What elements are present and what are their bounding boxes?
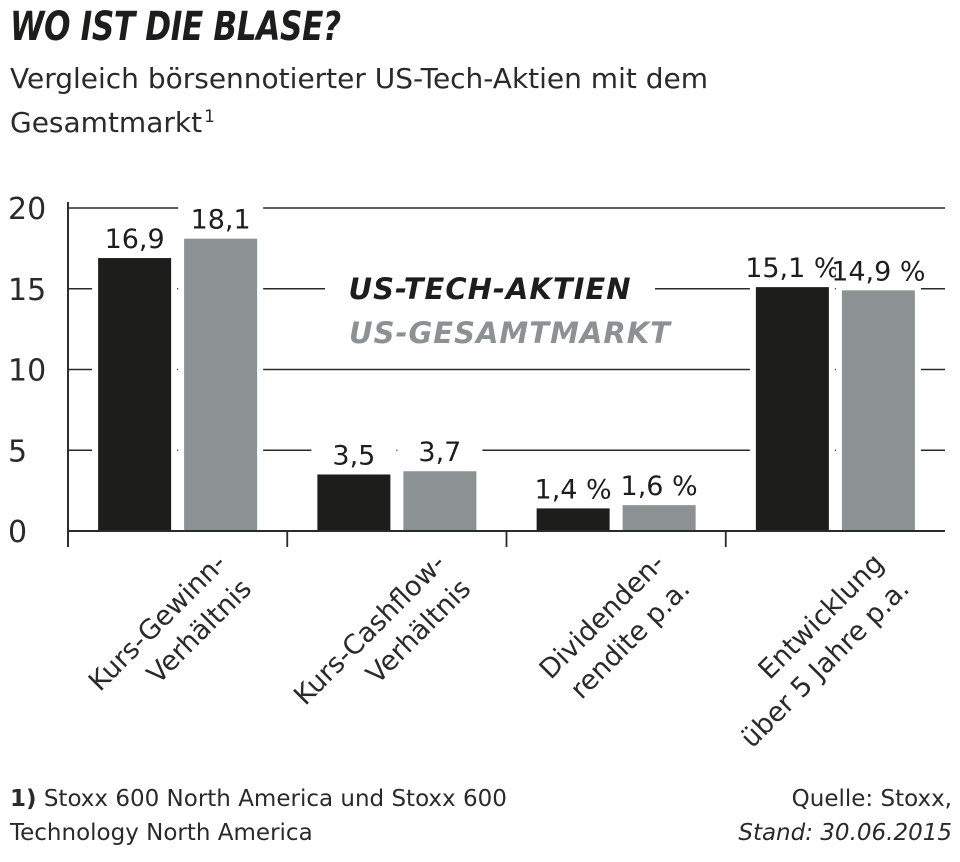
category-label: Kurs-Cashflow-Verhältnis	[288, 548, 477, 712]
bar-market	[841, 290, 915, 531]
footnote: 1) Stoxx 600 North America und Stoxx 600…	[10, 782, 570, 850]
source-label: Quelle: Stoxx,	[791, 786, 952, 812]
bar-value-label: 14,9 %	[831, 256, 925, 287]
legend-label-tech: US-TECH-AKTIEN	[349, 272, 632, 306]
legend-label-market: US-GESAMTMARKT	[349, 316, 672, 350]
bar-value-label: 1,4 %	[535, 474, 612, 505]
stand-date: 30.06.2015	[820, 820, 952, 846]
category-label: Kurs-Gewinn-Verhältnis	[83, 548, 258, 698]
y-tick-label: 0	[8, 515, 27, 550]
bar-value-label: 3,5	[332, 440, 375, 471]
source-note: Quelle: Stoxx, Stand: 30.06.2015	[738, 782, 952, 850]
bar-value-label: 15,1 %	[745, 253, 839, 284]
chart-subtitle: Vergleich börsennotierter US-Tech-Aktien…	[10, 60, 810, 142]
bar-tech	[536, 508, 610, 531]
footnote-mark: 1)	[10, 786, 37, 812]
bar-market	[184, 238, 258, 531]
subtitle-footnote-mark: 1	[204, 107, 215, 127]
bar-tech	[317, 474, 391, 531]
bar-value-label: 3,7	[418, 437, 461, 468]
y-tick-label: 15	[8, 273, 46, 308]
bar-value-label: 1,6 %	[621, 471, 698, 502]
bar-market	[403, 471, 477, 531]
y-tick-label: 10	[8, 354, 46, 389]
category-label: Dividenden-rendite p.a.	[534, 548, 697, 705]
stand-label: Stand:	[738, 820, 813, 846]
subtitle-text: Vergleich börsennotierter US-Tech-Aktien…	[10, 62, 709, 139]
bar-market	[622, 505, 696, 531]
bar-value-label: 16,9	[105, 224, 165, 255]
bar-tech	[755, 287, 829, 531]
footnote-text: Stoxx 600 North America und Stoxx 600 Te…	[10, 786, 507, 846]
chart-title: WO IST DIE BLASE?	[10, 4, 341, 50]
y-tick-label: 20	[8, 192, 46, 227]
bar-tech	[98, 258, 172, 531]
bar-value-label: 18,1	[191, 205, 251, 236]
legend-background	[325, 270, 655, 308]
stand-line: Stand: 30.06.2015	[738, 816, 952, 850]
y-tick-label: 5	[8, 434, 27, 469]
